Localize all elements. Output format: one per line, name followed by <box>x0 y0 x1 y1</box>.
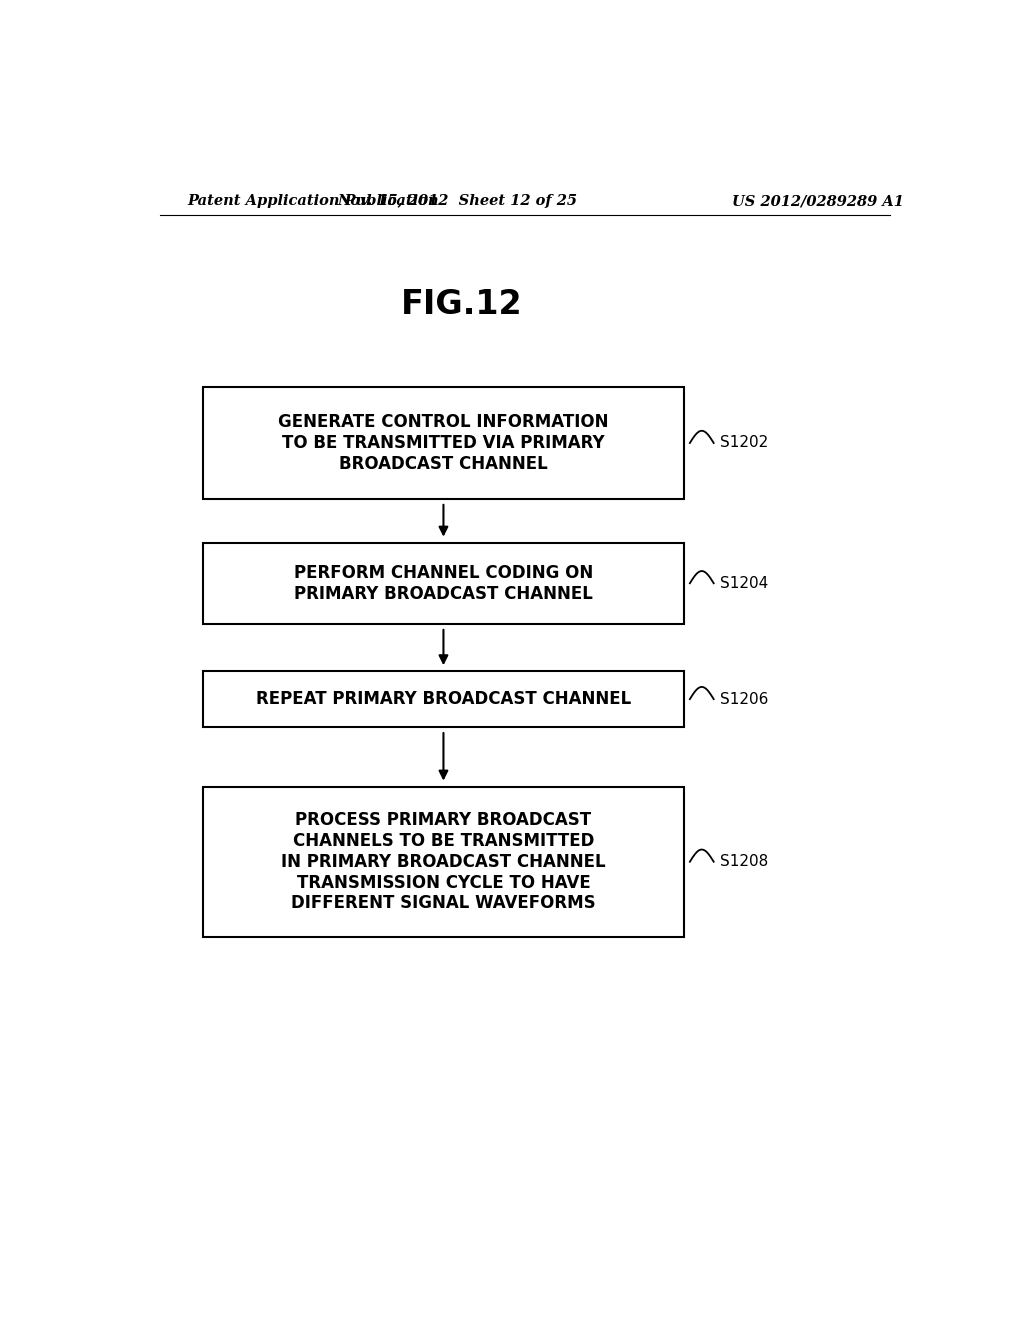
Text: PROCESS PRIMARY BROADCAST
CHANNELS TO BE TRANSMITTED
IN PRIMARY BROADCAST CHANNE: PROCESS PRIMARY BROADCAST CHANNELS TO BE… <box>282 812 606 912</box>
Text: Patent Application Publication: Patent Application Publication <box>187 194 439 209</box>
Text: US 2012/0289289 A1: US 2012/0289289 A1 <box>732 194 904 209</box>
Text: S1204: S1204 <box>720 576 768 591</box>
Text: PERFORM CHANNEL CODING ON
PRIMARY BROADCAST CHANNEL: PERFORM CHANNEL CODING ON PRIMARY BROADC… <box>294 564 593 603</box>
Bar <box>204 543 684 624</box>
Bar <box>204 671 684 727</box>
Text: Nov. 15, 2012  Sheet 12 of 25: Nov. 15, 2012 Sheet 12 of 25 <box>337 194 578 209</box>
Bar <box>204 787 684 937</box>
Text: S1202: S1202 <box>720 436 768 450</box>
Text: S1208: S1208 <box>720 854 768 870</box>
Text: S1206: S1206 <box>720 692 768 706</box>
Bar <box>204 387 684 499</box>
Text: FIG.12: FIG.12 <box>400 288 522 321</box>
Text: REPEAT PRIMARY BROADCAST CHANNEL: REPEAT PRIMARY BROADCAST CHANNEL <box>256 690 631 708</box>
Text: GENERATE CONTROL INFORMATION
TO BE TRANSMITTED VIA PRIMARY
BROADCAST CHANNEL: GENERATE CONTROL INFORMATION TO BE TRANS… <box>279 413 608 473</box>
